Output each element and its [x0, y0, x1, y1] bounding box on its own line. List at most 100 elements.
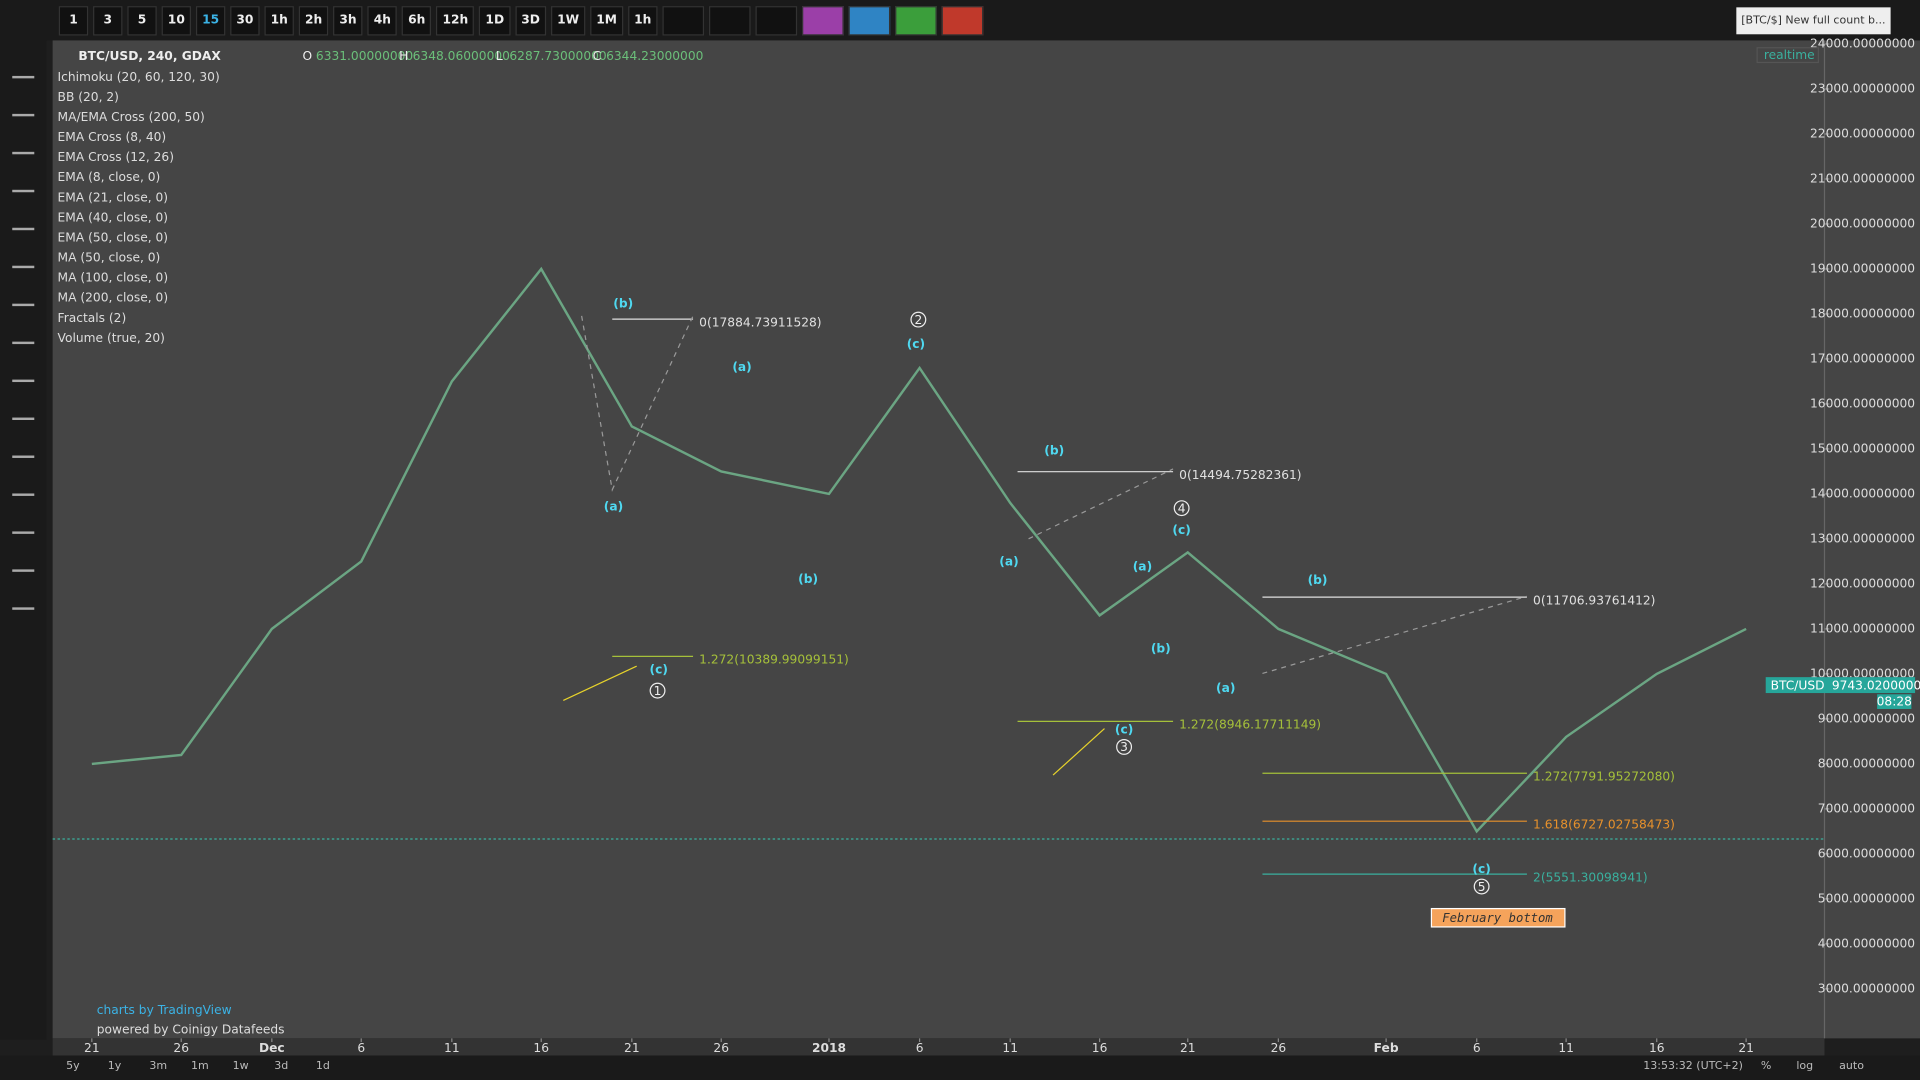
y-tick-label: 16000.00000000	[1810, 397, 1915, 411]
range-button[interactable]: 3m	[149, 1060, 168, 1073]
drawing-toolbar	[0, 40, 47, 1040]
indicator: EMA (40, close, 0)	[58, 210, 169, 224]
y-tick-label: 10000.00000000	[1810, 667, 1915, 681]
y-tick-label: 22000.00000000	[1810, 127, 1915, 141]
log-toggle[interactable]: log	[1796, 1060, 1814, 1073]
tool-button[interactable]	[755, 5, 798, 35]
tool-button[interactable]	[941, 5, 984, 35]
wave-label: (b)	[798, 572, 818, 586]
y-tick-label: 19000.00000000	[1810, 262, 1915, 276]
realtime: realtime	[1764, 48, 1815, 62]
x-tick-label: Feb	[1374, 1041, 1399, 1055]
wave-label: (c)	[1472, 862, 1490, 876]
indicator: MA (50, close, 0)	[58, 251, 161, 265]
y-tick-label: 18000.00000000	[1810, 307, 1915, 321]
y-tick-label: 6000.00000000	[1818, 847, 1915, 861]
price-tag-symbol: BTC/USD	[1771, 678, 1825, 692]
wave-number: 5	[1478, 880, 1486, 894]
indicator: EMA Cross (12, 26)	[58, 150, 174, 164]
y-tick-label: 13000.00000000	[1810, 532, 1915, 546]
y-tick-label: 7000.00000000	[1818, 802, 1915, 816]
tool-button[interactable]	[802, 5, 844, 35]
percent-toggle[interactable]: %	[1760, 1060, 1772, 1073]
interval-button[interactable]: 1D	[479, 5, 511, 35]
tool-button[interactable]	[848, 5, 891, 35]
fib-label: 1.272(10389.99099151)	[699, 653, 849, 667]
price-tag-bg	[1765, 677, 1916, 694]
fib-label: 1.272(8946.17711149)	[1179, 718, 1321, 732]
fib-label: 0(11706.93761412)	[1533, 593, 1655, 607]
x-tick-label: 11	[1002, 1041, 1018, 1055]
price-series	[91, 266, 1747, 834]
range-button[interactable]: 1w	[232, 1060, 249, 1073]
wave-label: (c)	[1115, 722, 1133, 736]
ohlc-key: O	[302, 49, 312, 63]
interval-button[interactable]: 6h	[402, 5, 432, 35]
datafeed: powered by Coinigy Datafeeds	[97, 1022, 285, 1036]
fib-label: 2(5551.30098941)	[1533, 870, 1648, 884]
range-button[interactable]: 1y	[107, 1060, 122, 1073]
interval-button[interactable]: 3	[93, 5, 123, 35]
interval-button[interactable]: 1M	[590, 5, 624, 35]
x-tick-label: 26	[1271, 1041, 1287, 1055]
wave-circle	[1116, 738, 1133, 755]
wave-circle	[1173, 500, 1190, 517]
ohlc-key: L	[496, 49, 503, 63]
wave-label: (a)	[1216, 681, 1235, 695]
ohlc-value: 6344.23000000	[606, 49, 703, 63]
x-tick-label: 6	[916, 1041, 924, 1055]
tool-button[interactable]	[708, 5, 751, 35]
interval-button[interactable]: 1W	[550, 5, 586, 35]
range-button[interactable]: 1d	[315, 1060, 330, 1073]
range-button[interactable]: 5y	[66, 1060, 80, 1073]
wave-number: 1	[654, 684, 662, 698]
y-tick-label: 9000.00000000	[1818, 712, 1915, 726]
x-tick-label: 26	[173, 1041, 189, 1055]
interval-button[interactable]: 30	[230, 5, 260, 35]
fib-trend	[581, 315, 1528, 675]
interval-button[interactable]: 3h	[333, 5, 363, 35]
wave-number: 4	[1178, 501, 1186, 515]
tool-button[interactable]	[895, 5, 937, 35]
interval-button[interactable]: 2h	[298, 5, 329, 35]
x-tick-label: Dec	[259, 1041, 285, 1055]
wave-label: (b)	[1151, 642, 1171, 656]
interval-button[interactable]: 10	[161, 5, 192, 35]
wave-number: 3	[1120, 740, 1128, 754]
indicator: MA (200, close, 0)	[58, 291, 169, 305]
x-tick-label: 6	[357, 1041, 365, 1055]
interval-button[interactable]: 4h	[367, 5, 398, 35]
x-tick-label: 16	[1092, 1041, 1108, 1055]
auto-toggle[interactable]: auto	[1839, 1060, 1864, 1073]
interval-button[interactable]: 3D	[515, 5, 547, 35]
arrow	[563, 665, 1105, 776]
indicator: EMA Cross (8, 40)	[58, 130, 167, 144]
interval-button[interactable]: 15	[195, 5, 226, 35]
y-tick-label: 23000.00000000	[1810, 82, 1915, 96]
y-tick-label: 24000.00000000	[1810, 37, 1915, 51]
y-tick-label: 14000.00000000	[1810, 487, 1915, 501]
countdown-bg	[1877, 694, 1912, 709]
x-tick-label: 21	[1738, 1041, 1754, 1055]
range-button[interactable]: 1m	[191, 1060, 209, 1073]
indicator: Ichimoku (20, 60, 120, 30)	[58, 70, 220, 84]
indicator: Volume (true, 20)	[58, 331, 165, 345]
tool-button[interactable]	[662, 5, 705, 35]
interval-button[interactable]: 1h	[628, 5, 658, 35]
interval-button[interactable]: 1	[58, 5, 89, 35]
note-bg	[1430, 907, 1566, 928]
wave-label: (b)	[1044, 443, 1064, 457]
y-tick-label: 20000.00000000	[1810, 217, 1915, 231]
symbol-search[interactable]: [BTC/$] New full count b...	[1736, 7, 1891, 35]
range-button[interactable]: 3d	[274, 1060, 289, 1073]
interval-button[interactable]: 12h	[436, 5, 475, 35]
wave-label: (a)	[1133, 560, 1152, 574]
ohlc-key: H	[399, 49, 408, 63]
chart: 3000.00000000 4000.00000000 5000.00000000 6…	[52, 37, 1920, 1056]
interval-button[interactable]: 1h	[264, 5, 294, 35]
interval-button[interactable]: 5	[127, 5, 157, 35]
ohlc-value: 6287.73000000	[509, 49, 606, 63]
indicator: MA/EMA Cross (200, 50)	[58, 110, 205, 124]
x-tick-label: 21	[624, 1041, 640, 1055]
